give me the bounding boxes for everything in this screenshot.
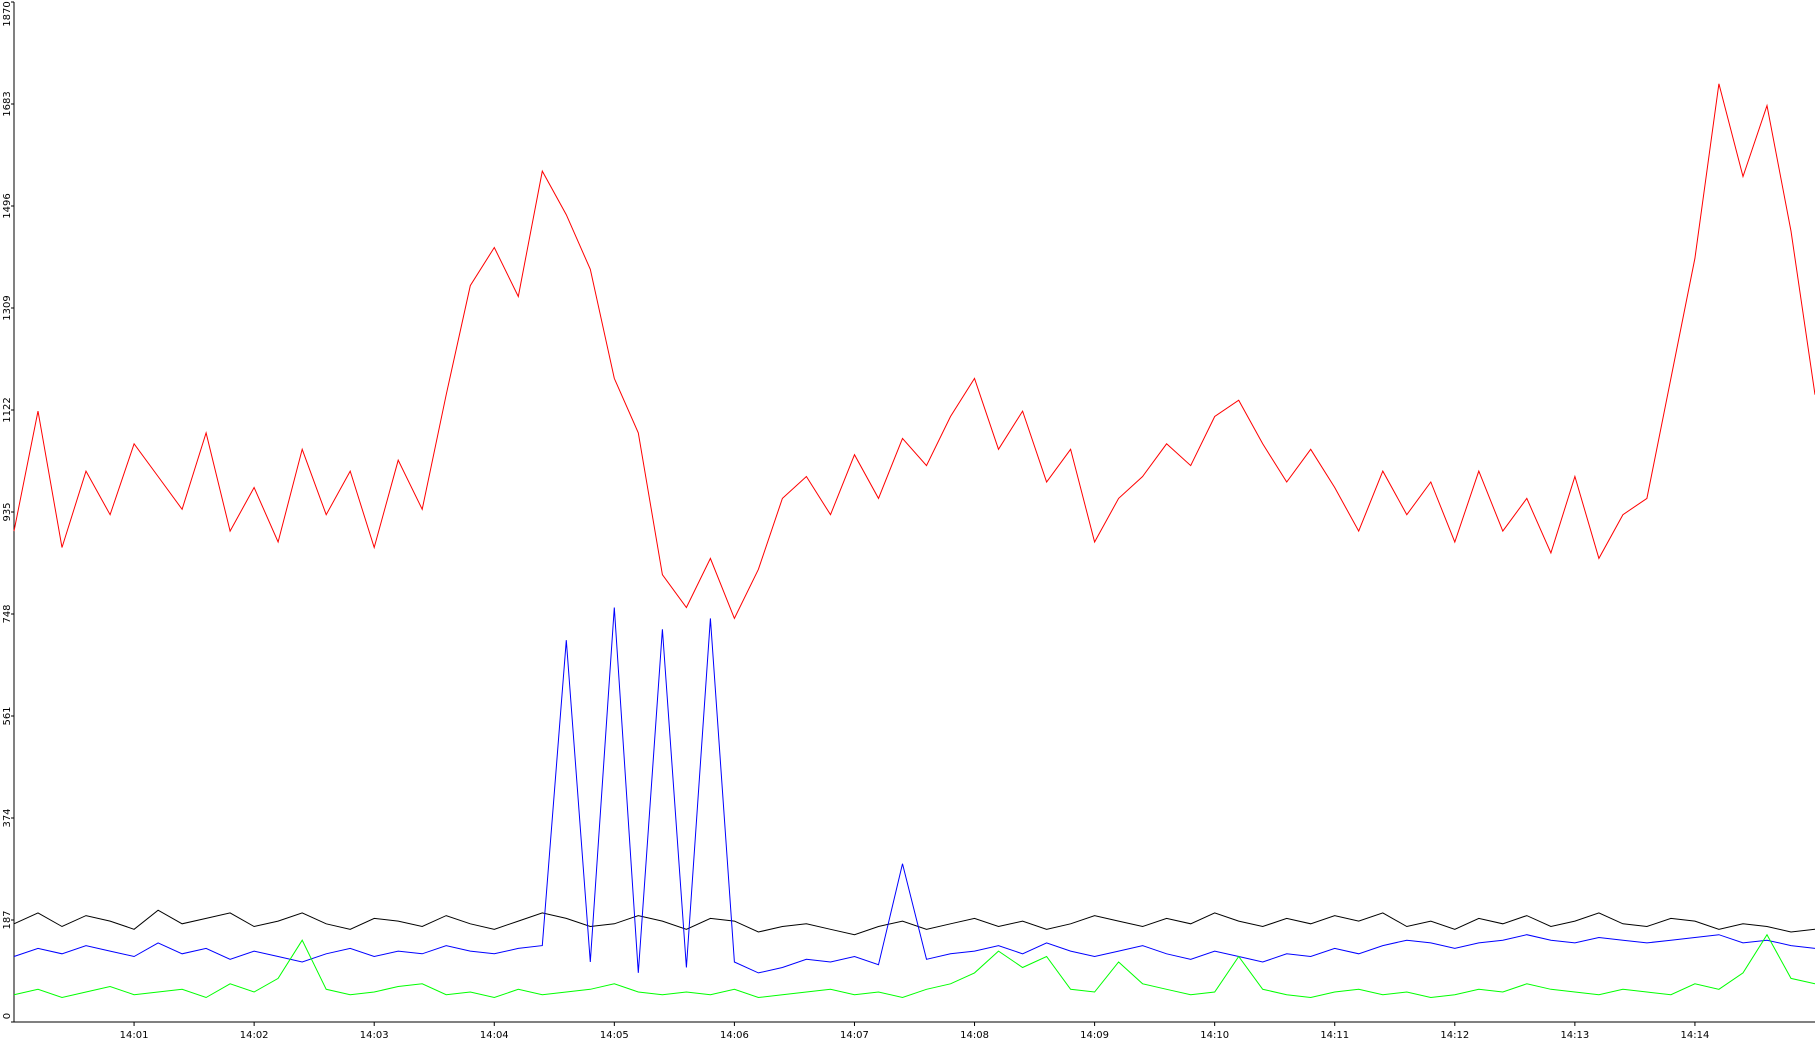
y-tick-label: 1683	[2, 91, 13, 116]
x-tick-label: 14:12	[1440, 1030, 1469, 1039]
x-tick-label: 14:05	[600, 1030, 629, 1039]
x-tick-label: 14:11	[1320, 1030, 1349, 1039]
y-tick-label: 1870	[2, 1, 13, 26]
series-line	[13, 909, 1815, 936]
x-tick-label: 14:02	[240, 1030, 269, 1039]
series-line	[13, 933, 1815, 999]
x-tick-label: 14:01	[120, 1030, 149, 1039]
y-tick-label: 1496	[2, 193, 13, 218]
series-line	[13, 607, 1815, 974]
x-tick-label: 14:10	[1200, 1030, 1229, 1039]
x-tick-label: 14:09	[1080, 1030, 1109, 1039]
x-tick-label: 14:03	[360, 1030, 389, 1039]
y-tick-label: 561	[2, 706, 13, 725]
y-tick-label: 748	[2, 604, 13, 623]
x-tick-label: 14:07	[840, 1030, 869, 1039]
series-line	[13, 83, 1815, 620]
y-tick-label: 187	[2, 910, 13, 929]
x-tick-label: 14:04	[480, 1030, 509, 1039]
y-tick-label: 0	[2, 1013, 13, 1019]
y-tick-label: 935	[2, 502, 13, 521]
x-tick-label: 14:13	[1560, 1030, 1589, 1039]
x-tick-label: 14:14	[1681, 1030, 1710, 1039]
y-tick-label: 1309	[2, 295, 13, 320]
x-tick-label: 14:08	[960, 1030, 989, 1039]
y-tick-label: 374	[2, 808, 13, 827]
x-tick-label: 14:06	[720, 1030, 749, 1039]
y-tick-label: 1122	[2, 397, 13, 422]
